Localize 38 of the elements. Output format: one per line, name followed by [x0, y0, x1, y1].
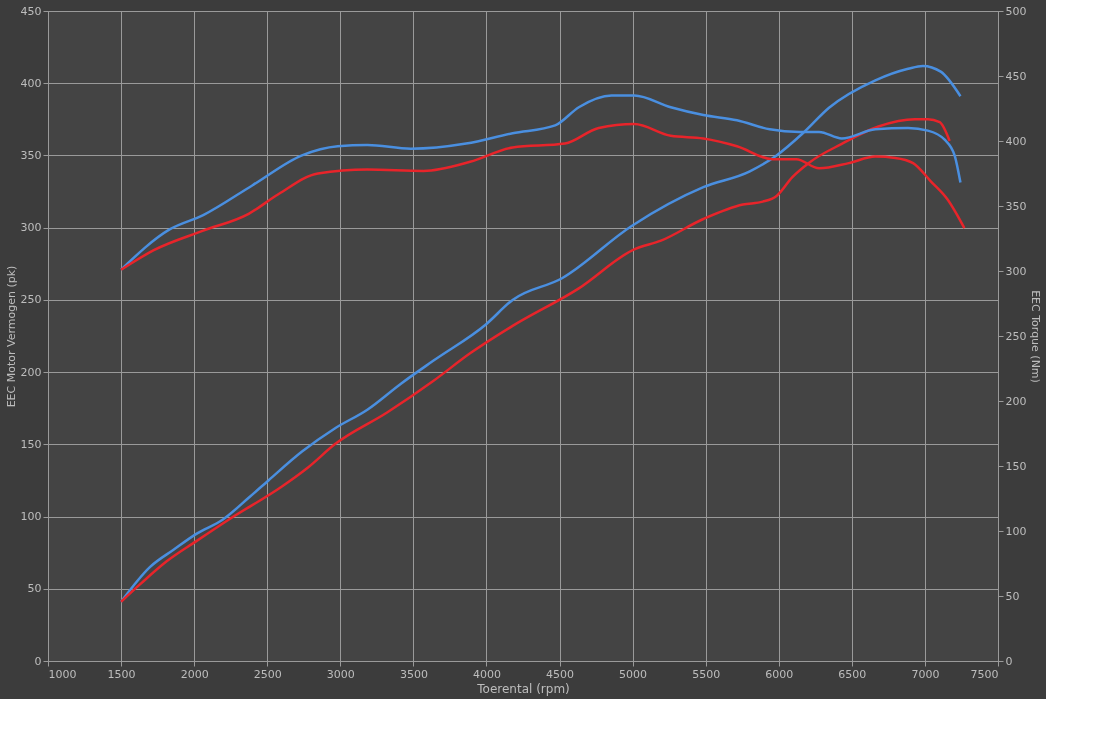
- x-tick-label: 4000: [472, 667, 501, 681]
- y2-tick-label: 300: [1005, 264, 1027, 278]
- x-tick-label: 5000: [619, 667, 648, 681]
- y-tick-label: 100: [20, 510, 42, 524]
- y2-tick-label: 0: [1005, 654, 1013, 668]
- y-tick-label: 450: [20, 4, 42, 18]
- y2-tick-label: 250: [1005, 329, 1027, 343]
- y2-tick-label: 400: [1005, 134, 1027, 148]
- x-tick-label: 5500: [692, 667, 721, 681]
- x-axis-title: Toerental (rpm): [476, 681, 570, 696]
- y-tick-label: 150: [20, 437, 42, 451]
- y-tick-label: 50: [27, 582, 42, 596]
- y-tick-label: 250: [20, 293, 42, 307]
- y-tick-label: 0: [34, 654, 42, 668]
- x-tick-label: 1000: [48, 667, 77, 681]
- y-tick-label: 400: [20, 76, 42, 90]
- y2-tick-label: 350: [1005, 199, 1027, 213]
- y2-tick-label: 500: [1005, 4, 1027, 18]
- y-axis-title: EEC Motor Vermogen (pk): [4, 265, 18, 408]
- x-tick-label: 7000: [911, 667, 940, 681]
- x-tick-label: 6000: [765, 667, 794, 681]
- y-tick-label: 350: [20, 148, 42, 162]
- y2-tick-label: 50: [1005, 589, 1020, 603]
- y2-tick-label: 100: [1005, 524, 1027, 538]
- x-tick-label: 2500: [253, 667, 282, 681]
- y-tick-label: 200: [20, 365, 42, 379]
- x-tick-label: 6500: [838, 667, 867, 681]
- x-tick-label: 7500: [970, 667, 999, 681]
- y2-tick-label: 200: [1005, 394, 1027, 408]
- y2-axis-title: EEC Torque (Nm): [1029, 290, 1043, 383]
- x-tick-label: 3500: [399, 667, 428, 681]
- x-tick-label: 2000: [180, 667, 209, 681]
- y-tick-label: 300: [20, 221, 42, 235]
- x-tick-label: 1500: [107, 667, 136, 681]
- y2-tick-label: 450: [1005, 69, 1027, 83]
- x-tick-label: 4500: [546, 667, 575, 681]
- x-tick-label: 3000: [326, 667, 355, 681]
- y2-tick-label: 150: [1005, 459, 1027, 473]
